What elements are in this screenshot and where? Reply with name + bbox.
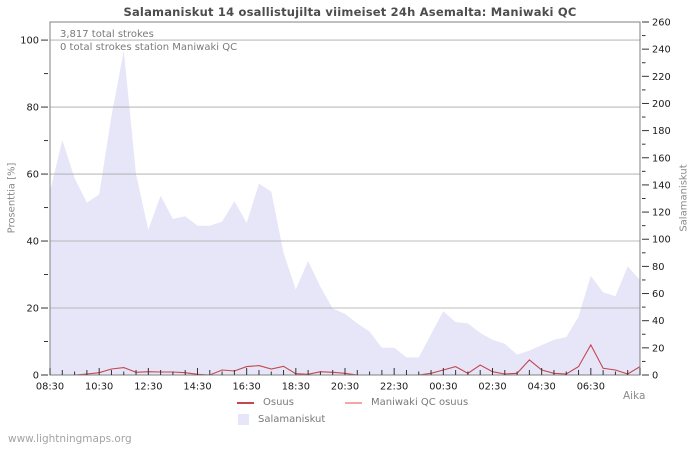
chart-title: Salamaniskut 14 osallistujilta viimeiset…: [123, 5, 577, 19]
legend-label-osuus: Osuus: [263, 397, 294, 408]
total-strokes-annotation: 3,817 total strokes: [60, 29, 154, 40]
gridlines: [50, 39, 640, 309]
y-right-tick-label: 40: [652, 316, 664, 327]
x-tick-label: 12:30: [134, 382, 162, 393]
x-tick-label: 04:30: [528, 382, 556, 393]
x-tick-label: 20:30: [331, 382, 359, 393]
y-right-tick-label: 240: [652, 45, 671, 56]
right-axis-title: Salamaniskut: [678, 164, 690, 232]
legend-label-maniwaki: Maniwaki QC osuus: [371, 397, 469, 408]
x-axis-title: Aika: [623, 390, 646, 402]
left-axis: [41, 39, 48, 376]
y-right-tick-label: 80: [652, 262, 664, 273]
legend-label-salamaniskut: Salamaniskut: [258, 414, 326, 425]
y-left-tick-label: 60: [27, 170, 39, 181]
y-left-tick-label: 40: [27, 237, 39, 248]
y-right-tick-label: 220: [652, 72, 671, 83]
x-tick-label: 00:30: [429, 382, 457, 393]
y-left-tick-label: 0: [33, 371, 39, 382]
x-tick-label: 22:30: [380, 382, 408, 393]
y-right-tick-label: 180: [652, 126, 671, 137]
area-salamaniskut: [50, 50, 640, 375]
y-right-tick-label: 160: [652, 153, 671, 164]
x-axis: [49, 368, 641, 375]
y-right-tick-label: 260: [652, 18, 671, 29]
y-left-tick-label: 80: [27, 103, 39, 114]
y-right-tick-label: 140: [652, 180, 671, 191]
salamaniskut-area-swatch: [238, 414, 249, 425]
y-right-tick-label: 100: [652, 235, 671, 246]
right-axis: [642, 21, 649, 376]
left-axis-title: Prosenttia [%]: [6, 162, 18, 234]
x-tick-label: 14:30: [183, 382, 211, 393]
x-tick-label: 06:30: [577, 382, 605, 393]
station-strokes-annotation: 0 total strokes station Maniwaki QC: [60, 42, 238, 53]
x-tick-label: 08:30: [36, 382, 64, 393]
y-right-tick-label: 20: [652, 343, 664, 354]
legend-item-salamaniskut: Salamaniskut: [238, 414, 325, 425]
legend-item-osuus: Osuus: [237, 397, 294, 408]
watermark: www.lightningmaps.org: [8, 433, 132, 445]
x-tick-label: 02:30: [478, 382, 506, 393]
y-right-tick-label: 0: [652, 371, 658, 382]
y-right-tick-label: 200: [652, 99, 671, 110]
legend-item-maniwaki: Maniwaki QC osuus: [345, 397, 468, 408]
osuus-line-swatch: [237, 401, 254, 404]
y-right-tick-label: 60: [652, 289, 664, 300]
y-right-tick-label: 120: [652, 208, 671, 219]
x-tick-label: 10:30: [85, 382, 113, 393]
y-left-tick-label: 100: [20, 36, 39, 47]
y-left-tick-label: 20: [27, 304, 39, 315]
x-tick-label: 18:30: [282, 382, 310, 393]
maniwaki-line-swatch: [345, 401, 362, 404]
x-tick-label: 16:30: [233, 382, 261, 393]
